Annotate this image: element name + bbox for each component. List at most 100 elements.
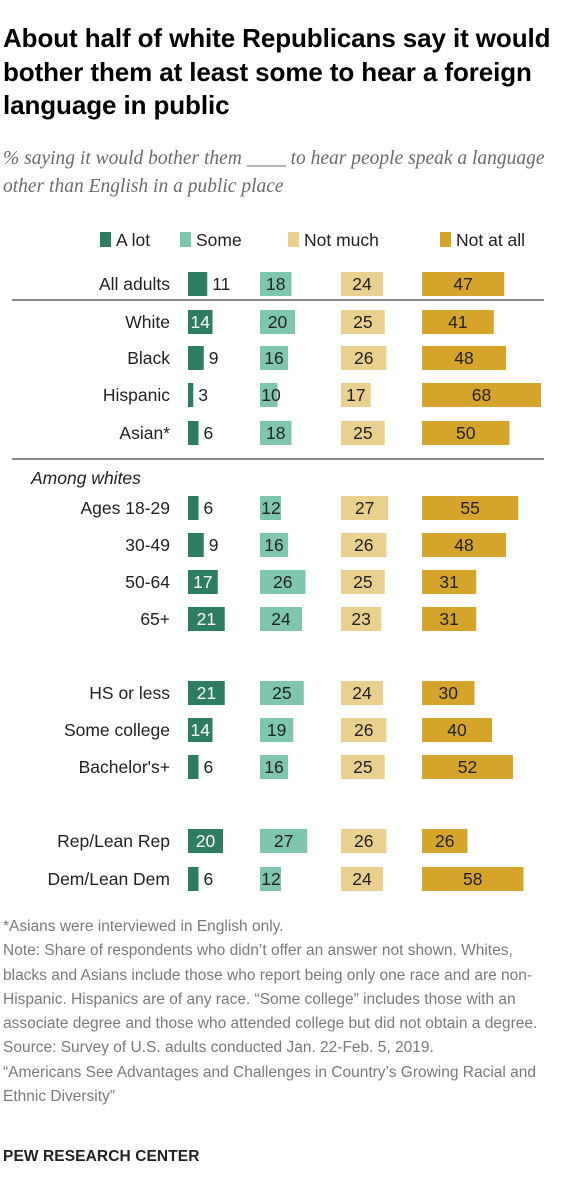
bar-value-label: 31 xyxy=(439,572,458,592)
bar-value-label: 30 xyxy=(439,683,459,703)
footnote-asterisk: *Asians were interviewed in English only… xyxy=(3,918,284,935)
bar-some xyxy=(260,867,281,891)
chart-dividers xyxy=(12,299,544,460)
bar-not-at-all xyxy=(422,496,519,520)
row-label: Rep/Lean Rep xyxy=(57,831,170,851)
bar-not-at-all xyxy=(422,272,505,296)
bar-value-label: 6 xyxy=(204,423,214,443)
bar-value-label: 18 xyxy=(266,274,285,294)
legend-label-not-much: Not much xyxy=(304,230,379,250)
bar-a-lot xyxy=(188,496,199,520)
bar-not-at-all xyxy=(422,867,524,891)
bar-not-much xyxy=(341,533,387,557)
bar-value-label: 24 xyxy=(271,609,291,629)
bar-value-label: 26 xyxy=(354,535,373,555)
bar-value-label: 58 xyxy=(463,869,482,889)
legend-label-a-lot: A lot xyxy=(116,230,150,250)
bar-not-much xyxy=(341,496,389,520)
group-label-among-whites: Among whites xyxy=(30,468,141,488)
bar-not-much xyxy=(341,272,383,296)
bar-not-much xyxy=(341,383,371,407)
bar-value-label: 26 xyxy=(354,720,373,740)
bar-a-lot xyxy=(188,421,199,445)
bar-value-label: 26 xyxy=(354,831,373,851)
bar-not-at-all xyxy=(422,346,506,370)
bar-value-label: 26 xyxy=(273,572,292,592)
bar-value-label: 3 xyxy=(198,385,208,405)
bar-value-label: 25 xyxy=(353,572,372,592)
bar-value-label: 47 xyxy=(453,274,472,294)
bar-value-label: 14 xyxy=(191,312,211,332)
row-label: Dem/Lean Dem xyxy=(47,869,170,889)
bar-value-label: 10 xyxy=(261,385,281,405)
bar-not-much xyxy=(341,346,387,370)
row-label: 65+ xyxy=(140,609,170,629)
bar-some xyxy=(260,421,292,445)
bar-value-label: 20 xyxy=(196,831,216,851)
bar-value-label: 16 xyxy=(264,348,283,368)
bar-some xyxy=(260,718,294,742)
legend-swatch-not-much xyxy=(288,232,299,247)
bar-a-lot xyxy=(188,718,213,742)
bar-a-lot xyxy=(188,383,194,407)
row-label: HS or less xyxy=(89,683,170,703)
bar-not-much xyxy=(341,867,383,891)
bar-some xyxy=(260,533,288,557)
row-label: Asian* xyxy=(119,423,170,443)
bar-value-label: 25 xyxy=(353,312,372,332)
chart-title: About half of white Republicans say it w… xyxy=(3,23,551,120)
bar-some xyxy=(260,346,288,370)
bar-value-label: 16 xyxy=(264,757,283,777)
bar-a-lot xyxy=(188,570,218,594)
row-label: Ages 18-29 xyxy=(80,498,170,518)
bar-value-label: 12 xyxy=(261,498,280,518)
bar-not-at-all xyxy=(422,310,494,334)
row-label: White xyxy=(125,312,170,332)
bar-value-label: 23 xyxy=(351,609,370,629)
bar-not-much xyxy=(341,570,385,594)
bar-not-at-all xyxy=(422,570,477,594)
source-text: Source: Survey of U.S. adults conducted … xyxy=(3,1039,434,1057)
bar-value-label: 24 xyxy=(352,274,372,294)
bar-a-lot xyxy=(188,755,199,779)
bar-value-label: 41 xyxy=(448,312,467,332)
bar-not-much xyxy=(341,718,387,742)
bar-value-label: 25 xyxy=(353,757,372,777)
row-label: Some college xyxy=(64,720,170,740)
bar-value-label: 6 xyxy=(204,757,214,777)
bar-value-label: 26 xyxy=(435,831,454,851)
bar-value-label: 6 xyxy=(204,869,214,889)
row-label: Hispanic xyxy=(103,385,170,405)
bar-not-at-all xyxy=(422,681,475,705)
bar-some xyxy=(260,496,281,520)
bar-some xyxy=(260,272,292,296)
bar-value-label: 24 xyxy=(352,869,372,889)
bar-some xyxy=(260,310,295,334)
bar-not-much xyxy=(341,421,385,445)
bar-not-at-all xyxy=(422,755,513,779)
bar-value-label: 6 xyxy=(204,498,214,518)
chart-bars: 1114936691721211462061820161018121626242… xyxy=(188,272,541,891)
bar-value-label: 48 xyxy=(454,348,473,368)
bar-value-label: 55 xyxy=(460,498,479,518)
bar-value-label: 20 xyxy=(268,312,288,332)
report-title: “Americans See Advantages and Challenges… xyxy=(3,1063,537,1106)
bar-value-label: 24 xyxy=(352,683,372,703)
legend-swatch-not-at-all xyxy=(440,232,451,247)
bar-not-at-all xyxy=(422,829,468,853)
bar-not-much xyxy=(341,607,382,631)
chart-legend: A lot Some Not much Not at all xyxy=(100,230,525,250)
row-label: 30-49 xyxy=(125,535,170,555)
bar-some xyxy=(260,755,288,779)
bar-a-lot xyxy=(188,829,223,853)
bar-value-label: 52 xyxy=(458,757,477,777)
bar-value-label: 18 xyxy=(266,423,285,443)
legend-label-some: Some xyxy=(196,230,242,250)
bar-value-label: 48 xyxy=(454,535,473,555)
chart-notes: *Asians were interviewed in English only… xyxy=(3,915,558,1109)
bar-a-lot xyxy=(188,533,204,557)
bar-value-label: 19 xyxy=(267,720,286,740)
bar-value-label: 40 xyxy=(447,720,467,740)
bar-value-label: 9 xyxy=(209,348,219,368)
bar-value-label: 68 xyxy=(472,385,491,405)
